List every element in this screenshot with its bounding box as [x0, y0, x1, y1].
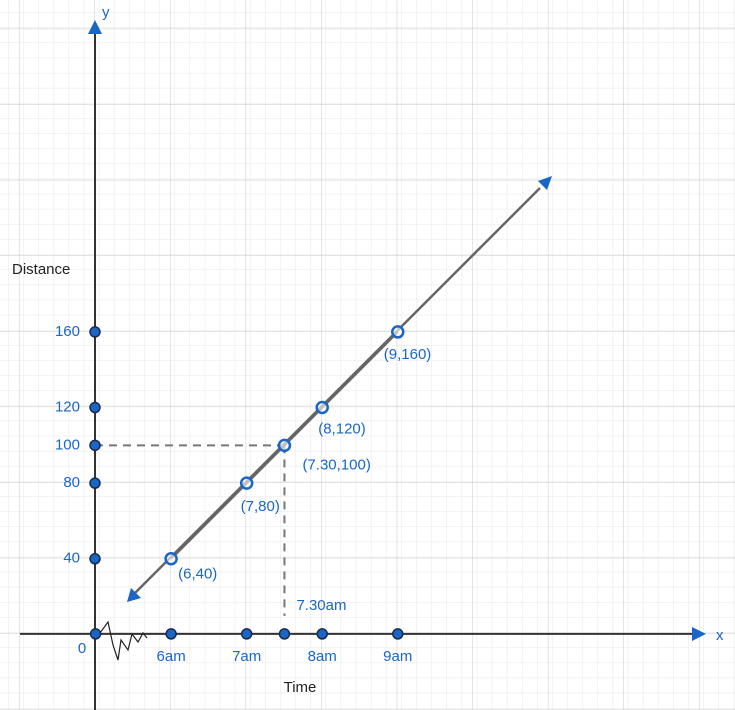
- axis-point: [89, 439, 101, 452]
- y-arrow: [88, 20, 102, 34]
- x-tick-label: 0: [78, 640, 86, 657]
- axis-point: [240, 628, 253, 640]
- y-tick-label: 100: [55, 436, 80, 453]
- line-arrow: [127, 588, 141, 602]
- point-label: (7,80): [241, 498, 280, 515]
- y-tick-label: 80: [63, 474, 80, 491]
- axis-point: [89, 553, 101, 565]
- line-arrow: [538, 176, 552, 190]
- y-tick-label: 120: [55, 399, 80, 416]
- x-axis-name: x: [716, 627, 724, 644]
- axis-point: [89, 628, 102, 640]
- y-tick-label: 40: [63, 550, 80, 567]
- x-tick-label: 9am: [383, 648, 412, 665]
- point-label: (9,160): [384, 346, 432, 363]
- axis-point: [89, 326, 101, 338]
- axis-point: [316, 628, 328, 640]
- y-axis-name: y: [102, 4, 110, 21]
- x-tick-label: 8am: [308, 648, 337, 665]
- point-label: (7.30,100): [302, 456, 370, 473]
- data-point: [164, 552, 178, 566]
- x-tick-label: 7am: [232, 648, 261, 665]
- axis-break: [99, 620, 148, 661]
- x-tick-label: 6am: [157, 648, 186, 665]
- data-point: [277, 438, 292, 453]
- axis-point: [89, 477, 101, 489]
- annotation: 7.30am: [296, 597, 346, 614]
- point-label: (8,120): [318, 421, 366, 438]
- axis-point: [89, 401, 101, 414]
- axis-point: [165, 628, 177, 640]
- data-point: [315, 400, 329, 415]
- point-label: (6,40): [178, 566, 217, 583]
- axis-point: [278, 628, 291, 640]
- data-point: [239, 476, 254, 490]
- x-arrow: [692, 627, 706, 641]
- axis-point: [392, 628, 404, 640]
- x-axis-label: Time: [284, 679, 317, 696]
- data-point: [391, 325, 405, 339]
- y-axis-label: Distance: [12, 261, 70, 278]
- y-tick-label: 160: [55, 323, 80, 340]
